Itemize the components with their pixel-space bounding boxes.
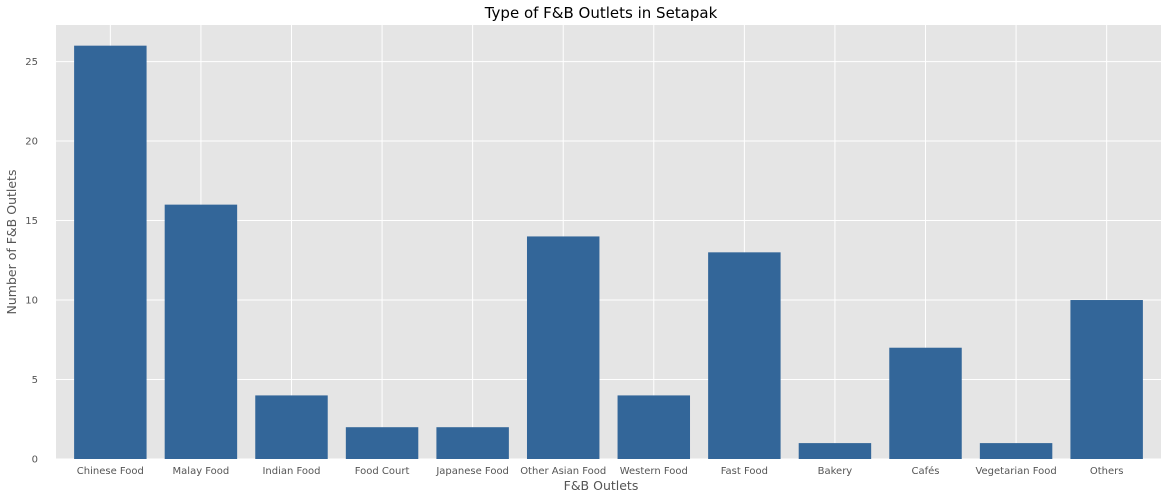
- y-tick-label: 5: [32, 375, 38, 386]
- plot-area: [56, 25, 1161, 459]
- x-tick-label: Western Food: [620, 466, 688, 477]
- x-gridlines: [109, 25, 1108, 459]
- bar: [1070, 300, 1143, 459]
- bar: [164, 204, 238, 459]
- bar: [979, 443, 1053, 459]
- y-tick-labels: 0 5 10 15 20 25: [25, 57, 38, 465]
- x-tick-labels: Chinese Food Malay Food Indian Food Food Co…: [77, 465, 1124, 477]
- bar: [526, 236, 600, 459]
- y-tick-label: 10: [25, 296, 38, 307]
- bar: [74, 45, 147, 460]
- x-axis-label: F&B Outlets: [564, 478, 639, 493]
- x-tick-label: Chinese Food: [77, 466, 144, 477]
- x-tick-label: Fast Food: [721, 466, 768, 477]
- bar: [345, 427, 419, 459]
- bar: [708, 252, 781, 459]
- y-tick-label: 15: [25, 216, 38, 227]
- x-tick-label: Food Court: [355, 466, 410, 477]
- bar: [889, 347, 962, 459]
- bar: [798, 443, 872, 459]
- x-tick-label: Other Asian Food: [520, 466, 606, 477]
- chart-title: Type of F&B Outlets in Setapak: [484, 4, 718, 22]
- bars: [74, 45, 1143, 460]
- y-tick-label: 25: [25, 57, 38, 68]
- bar: [617, 395, 691, 459]
- x-tick-label: Cafés: [912, 465, 940, 477]
- bar: [255, 395, 328, 459]
- x-tick-label: Indian Food: [262, 466, 320, 477]
- x-tick-label: Bakery: [818, 466, 853, 477]
- y-tick-label: 20: [25, 137, 38, 148]
- y-gridlines: [56, 61, 1161, 460]
- bar: [436, 427, 509, 459]
- y-axis-label: Number of F&B Outlets: [4, 170, 19, 315]
- x-tick-label: Vegetarian Food: [975, 466, 1056, 477]
- x-tick-label: Others: [1090, 466, 1124, 477]
- x-tick-label: Japanese Food: [435, 466, 509, 477]
- y-tick-label: 0: [32, 455, 38, 466]
- x-tick-label: Malay Food: [173, 466, 230, 477]
